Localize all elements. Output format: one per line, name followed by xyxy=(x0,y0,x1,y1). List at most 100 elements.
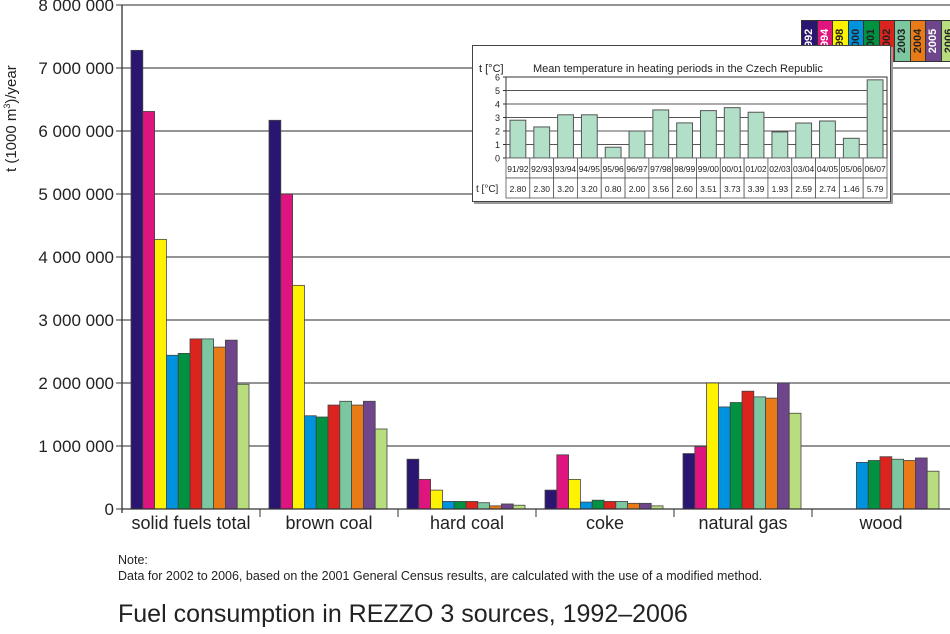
inset-value-label: 3.39 xyxy=(748,184,765,194)
inset-value-label: 3.20 xyxy=(581,184,598,194)
x-tick-label: coke xyxy=(586,513,624,533)
inset-bar-02/03 xyxy=(771,131,789,159)
inset-y-tick-label: 5 xyxy=(495,86,500,96)
y-tick-label: 5 000 000 xyxy=(38,185,114,204)
inset-category-label: 91/92 xyxy=(507,164,529,174)
inset-value-label: 3.73 xyxy=(724,184,741,194)
y-tick-label: 6 000 000 xyxy=(38,122,114,141)
bar-2002-natural-gas xyxy=(741,390,755,510)
bar-2000-wood xyxy=(856,461,869,510)
bar-2000-solid-fuels-total xyxy=(165,354,179,510)
inset-y-axis-label: t [°C] xyxy=(479,63,504,75)
y-tick-label: 0 xyxy=(105,500,114,519)
bar-2003-wood xyxy=(891,458,904,510)
bar-2003-solid-fuels-total xyxy=(201,338,215,510)
legend-item-2006: 2006 xyxy=(941,21,950,61)
inset-y-tick-label: 1 xyxy=(495,140,500,150)
bar-2005-wood xyxy=(915,457,928,510)
bar-2005-hard-coal xyxy=(500,503,514,510)
x-tick-label: wood xyxy=(858,513,902,533)
bar-2005-natural-gas xyxy=(777,382,790,510)
legend-label: 2006 xyxy=(942,28,950,54)
bar-1994-brown-coal xyxy=(280,193,293,510)
inset-y-tick-label: 4 xyxy=(495,100,500,110)
legend-label: 2005 xyxy=(927,28,940,54)
x-tick-label: brown coal xyxy=(285,513,372,533)
y-axis-label-main: t (1000 m xyxy=(3,108,20,172)
bar-2004-coke xyxy=(627,502,640,510)
main-bar-chart: 0 1 000 000 2 000 000 3 000 000 4 000 000 5 0… xyxy=(38,0,950,533)
inset-bar-95/96 xyxy=(604,146,622,159)
inset-bar-93/94 xyxy=(557,114,574,159)
inset-category-label: 95/96 xyxy=(603,164,625,174)
inset-title: Mean temperature in heating periods in t… xyxy=(533,63,823,75)
inset-category-label: 92/93 xyxy=(531,164,553,174)
y-tick-label: 3 000 000 xyxy=(38,311,114,330)
inset-bar-97/98 xyxy=(652,109,670,159)
bar-2006-solid-fuels-total xyxy=(236,383,250,510)
y-tick-label: 4 000 000 xyxy=(38,248,114,267)
inset-value-label: 3.51 xyxy=(700,184,717,194)
inset-value-label: 1.46 xyxy=(843,184,860,194)
bar-1992-brown-coal xyxy=(268,119,282,510)
inset-value-label: 2.80 xyxy=(510,184,527,194)
inset-bar-00/01 xyxy=(723,107,741,159)
bar-2005-brown-coal xyxy=(362,400,376,510)
bar-2005-solid-fuels-total xyxy=(224,339,238,510)
bar-2004-solid-fuels-total xyxy=(213,346,226,510)
inset-category-label: 96/97 xyxy=(626,164,648,174)
legend-label: 2003 xyxy=(896,28,909,54)
inset-bar-03/04 xyxy=(795,122,813,159)
inset-category-label: 02/03 xyxy=(769,164,791,174)
inset-svg: t [°C] Mean temperature in heating period… xyxy=(476,63,888,199)
y-axis-label: t (1000 m3)/year xyxy=(2,65,20,172)
bar-1994-hard-coal xyxy=(418,478,431,510)
bar-2003-coke xyxy=(615,501,628,510)
bar-2002-wood xyxy=(879,456,893,510)
bar-2005-coke xyxy=(639,502,652,510)
inset-value-label: 0.80 xyxy=(605,184,622,194)
y-tick-labels: 0 1 000 000 2 000 000 3 000 000 4 000 000 5 0… xyxy=(38,0,114,519)
inset-bar-91/92 xyxy=(509,119,527,159)
inset-bar-06/07 xyxy=(866,79,884,159)
inset-value-label: 3.56 xyxy=(653,184,670,194)
inset-category-label: 01/02 xyxy=(745,164,767,174)
inset-value-label: 2.74 xyxy=(819,184,836,194)
bar-2000-brown-coal xyxy=(303,415,317,510)
inset-category-label: 98/99 xyxy=(674,164,696,174)
x-tick-label: hard coal xyxy=(430,513,504,533)
legend-label: 2004 xyxy=(911,28,924,54)
x-tick-label: natural gas xyxy=(698,513,787,533)
axes xyxy=(116,4,950,517)
inset-value-cell xyxy=(862,177,888,199)
inset-category-label: 06/07 xyxy=(864,164,886,174)
bar-2001-solid-fuels-total xyxy=(177,352,191,510)
inset-y-tick-label: 2 xyxy=(495,127,500,137)
inset-bar-05/06 xyxy=(842,137,860,159)
y-axis-label-tail: )/year xyxy=(3,65,20,104)
inset-bar-92/93 xyxy=(533,126,551,159)
y-tick-label: 8 000 000 xyxy=(38,0,114,15)
inset-y-tick-label: 0 xyxy=(495,154,500,164)
inset-category-label: 05/06 xyxy=(841,164,863,174)
figure-title: Fuel consumption in REZZO 3 sources, 199… xyxy=(118,600,688,628)
y-tick-label: 1 000 000 xyxy=(38,437,114,456)
inset-category-label: 03/04 xyxy=(793,164,815,174)
bar-1998-hard-coal xyxy=(430,489,443,510)
bar-2001-coke xyxy=(591,499,605,510)
bar-2000-hard-coal xyxy=(441,501,455,510)
bar-2002-brown-coal xyxy=(327,404,341,510)
bar-1992-hard-coal xyxy=(406,458,420,510)
note-text: Data for 2002 to 2006, based on the 2001… xyxy=(118,569,763,583)
y-tick-label: 2 000 000 xyxy=(38,374,114,393)
inset-value-label: 2.60 xyxy=(676,184,693,194)
inset-category-label: 00/01 xyxy=(722,164,744,174)
y-tick-label: 7 000 000 xyxy=(38,59,114,78)
bar-2000-coke xyxy=(580,501,593,510)
bar-2006-natural-gas xyxy=(788,412,802,510)
legend-item-2004: 2004 xyxy=(910,21,926,61)
inset-y-tick-label: 6 xyxy=(495,73,500,83)
note: Note: Data for 2002 to 2006, based on th… xyxy=(118,552,762,584)
inset-category-label: 97/98 xyxy=(650,164,672,174)
inset-category-label: 99/00 xyxy=(698,164,720,174)
